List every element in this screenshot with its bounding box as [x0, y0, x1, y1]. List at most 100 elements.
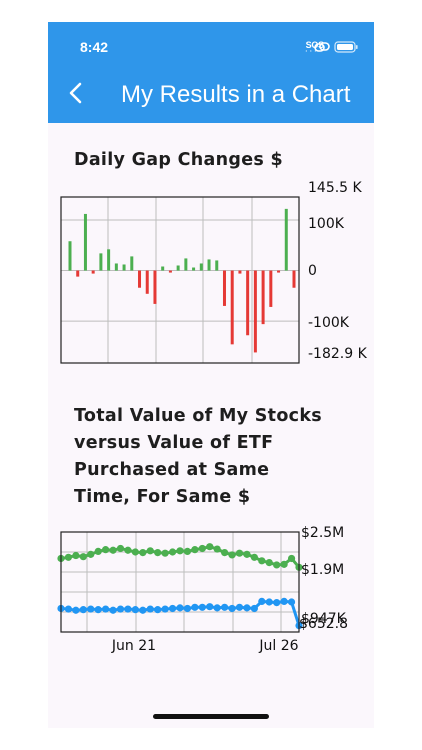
- series-point: [280, 597, 288, 606]
- gap-bar: [114, 263, 118, 271]
- series-point: [287, 554, 296, 563]
- series-point: [213, 604, 221, 612]
- gap-bar: [261, 270, 265, 325]
- gap-bar: [107, 249, 111, 271]
- series-point: [228, 551, 236, 559]
- gap-bar: [161, 266, 165, 271]
- gap-bar: [138, 270, 142, 288]
- series-point: [280, 560, 288, 568]
- series-point: [243, 604, 251, 612]
- series-point: [109, 606, 117, 614]
- series-point: [116, 544, 125, 553]
- series-point: [168, 548, 177, 556]
- gap-bar: [199, 263, 203, 271]
- series-point: [250, 553, 258, 561]
- gap-bar: [130, 256, 134, 271]
- series-point: [235, 549, 244, 557]
- series-point: [154, 606, 162, 614]
- series-point: [102, 546, 110, 554]
- gap-bar: [184, 258, 188, 271]
- gap-bar: [145, 270, 149, 294]
- gap-bar: [153, 270, 157, 304]
- navigation-bar: 8:42 SOS • • • • My Results in a Chart: [48, 22, 374, 123]
- app-screen: 8:42 SOS • • • • My Results in a Chart Da…: [48, 22, 374, 728]
- series-point: [258, 597, 266, 606]
- series-point: [79, 553, 87, 561]
- gap-bar: [246, 270, 250, 336]
- gap-bar: [207, 259, 211, 271]
- series-point: [72, 551, 80, 560]
- status-icons: [314, 41, 358, 53]
- series-point: [146, 605, 154, 613]
- gap-bar: [284, 208, 288, 271]
- gap-bar: [253, 270, 257, 353]
- series-point: [191, 546, 199, 554]
- gap-chart: 145.5 K 100K 0 -100K -182.9 K: [60, 180, 368, 364]
- gap-bar: [215, 260, 219, 271]
- y-tick-label: $1.9M: [301, 562, 344, 578]
- y-tick-label: 0: [308, 263, 317, 279]
- y-tick-label: -100K: [308, 315, 350, 331]
- series-point: [124, 546, 132, 554]
- series-point: [124, 605, 132, 613]
- gap-bar: [192, 267, 196, 271]
- y-tick-label: -182.9 K: [308, 346, 368, 362]
- series-point: [161, 549, 169, 557]
- gap-bar: [76, 270, 80, 277]
- series-point: [116, 605, 125, 613]
- series-point: [213, 545, 221, 553]
- gap-bar: [292, 270, 296, 288]
- series-point: [146, 547, 154, 555]
- series-point: [94, 547, 102, 556]
- series-point: [273, 598, 281, 607]
- value-chart: $2.5M $1.9M $947K$652.8 Jun 21 Jul 26: [57, 525, 348, 654]
- sos-label: SOS: [305, 40, 325, 50]
- series-point: [64, 605, 73, 613]
- series-point: [265, 558, 273, 567]
- series-point: [154, 548, 162, 557]
- status-time: 8:42: [80, 39, 109, 55]
- y-tick-label: $2.5M: [301, 525, 344, 541]
- series-point: [72, 606, 80, 614]
- series-point: [221, 603, 229, 611]
- series-point: [198, 544, 206, 553]
- gap-bar: [269, 270, 273, 307]
- series-point: [221, 548, 229, 557]
- gap-bar: [222, 270, 226, 306]
- y-tick-label: $947K: [301, 611, 347, 627]
- gap-bar: [99, 253, 103, 271]
- home-indicator: [153, 714, 269, 719]
- series-point: [139, 606, 147, 614]
- x-tick-label: Jun 21: [111, 638, 156, 654]
- series-point: [161, 605, 169, 613]
- series-point: [250, 604, 258, 613]
- value-chart-title: Total Value of My Stocks versus Value of…: [74, 406, 322, 507]
- series-point: [258, 557, 266, 565]
- y-tick-label: 145.5 K: [308, 180, 363, 196]
- plot-border: [60, 196, 300, 364]
- series-point: [168, 604, 177, 613]
- series-point: [265, 598, 273, 606]
- series-point: [131, 548, 139, 556]
- gap-bar: [68, 241, 72, 271]
- series-point: [64, 553, 73, 561]
- series-point: [109, 546, 117, 554]
- x-tick-label: Jul 26: [258, 638, 298, 654]
- satellite-link-icon: [314, 42, 330, 52]
- series-point: [87, 605, 95, 613]
- series-point: [183, 547, 192, 556]
- series-point: [131, 606, 139, 614]
- chevron-left-icon[interactable]: [66, 80, 88, 106]
- gap-chart-title: Daily Gap Changes $: [74, 150, 283, 170]
- gap-bar: [176, 265, 180, 271]
- gap-bar: [277, 270, 281, 273]
- battery-icon: [334, 41, 358, 53]
- gap-bar: [122, 264, 126, 271]
- series-point: [176, 547, 184, 555]
- series-point: [228, 604, 236, 613]
- series-point: [235, 603, 244, 611]
- sos-indicator: SOS • • • •: [305, 40, 325, 53]
- page-title: My Results in a Chart: [121, 81, 351, 108]
- series-point: [206, 603, 214, 611]
- y-tick-label: 100K: [308, 216, 345, 232]
